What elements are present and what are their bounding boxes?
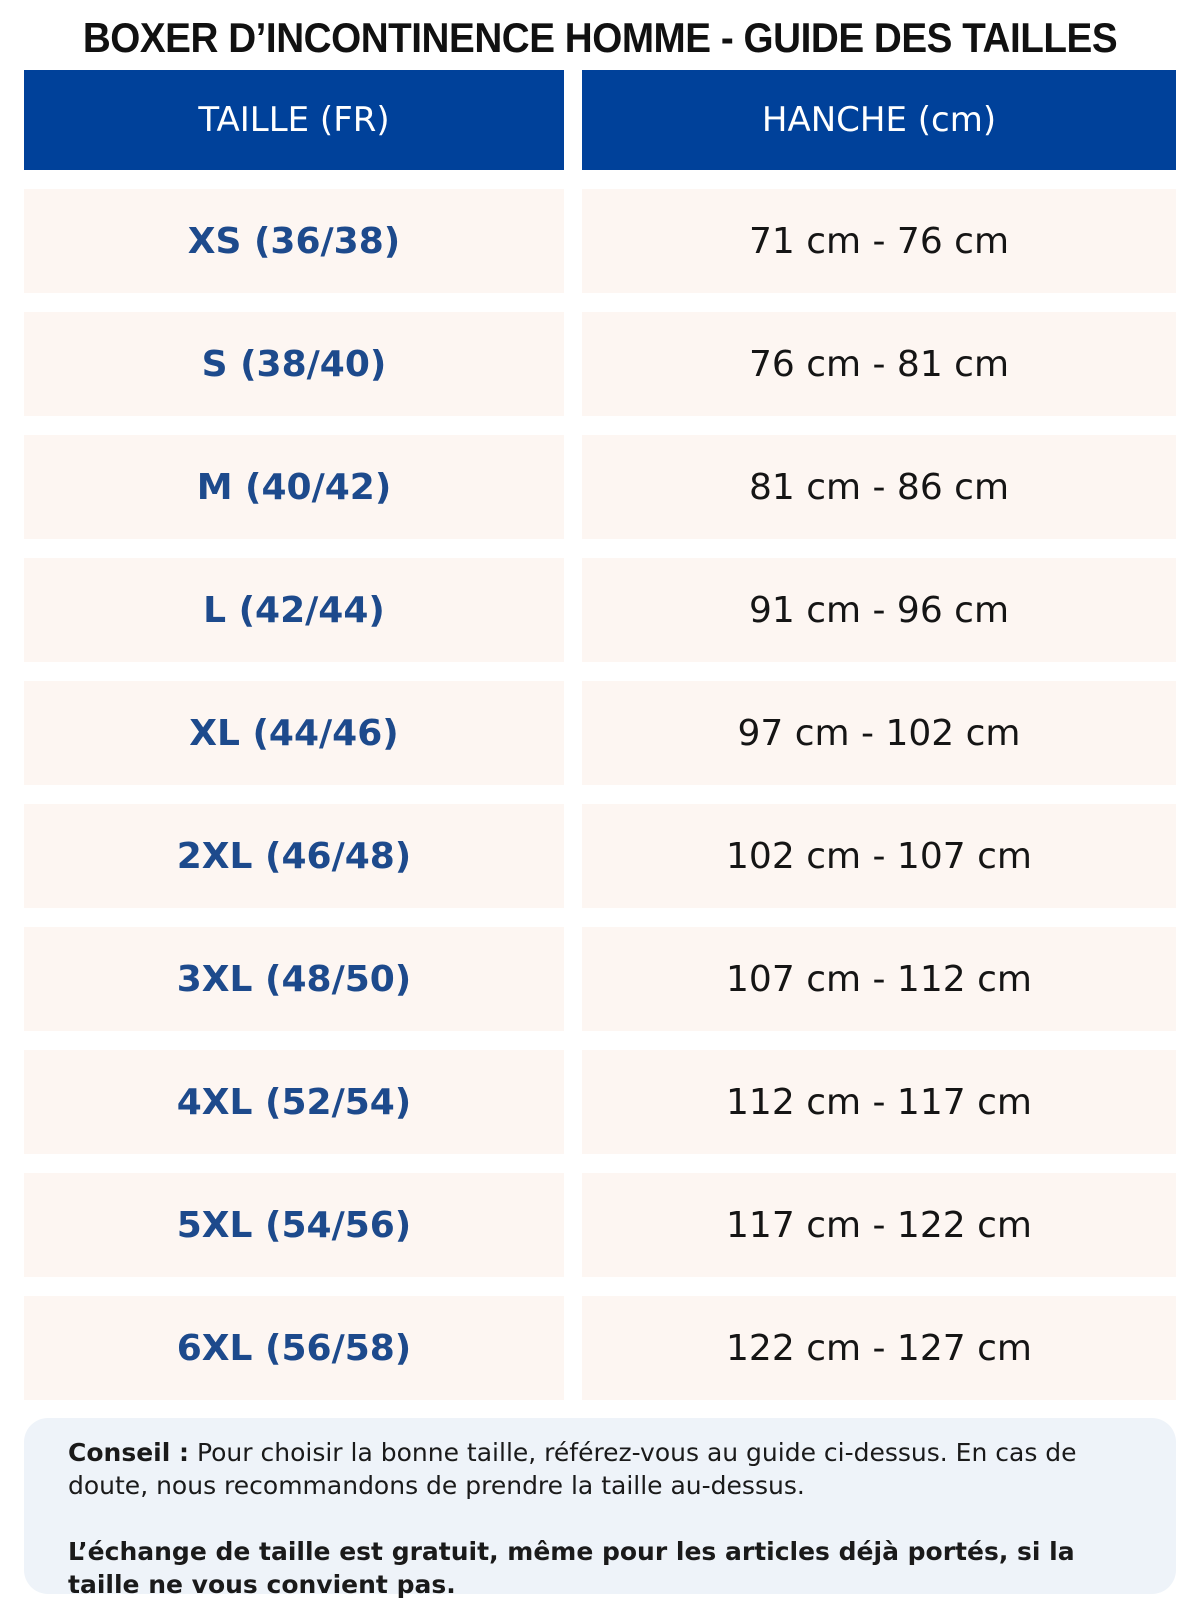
- advice-text: Pour choisir la bonne taille, référez-vo…: [68, 1438, 1077, 1500]
- advice-box: Conseil : Pour choisir la bonne taille, …: [24, 1418, 1176, 1599]
- exchange-note: L’échange de taille est gratuit, même po…: [68, 1535, 1132, 1601]
- hip-cell: 81 cm - 86 cm: [582, 435, 1176, 539]
- size-cell: 5XL (54/56): [24, 1173, 564, 1277]
- hip-cell: 102 cm - 107 cm: [582, 804, 1176, 908]
- size-cell: M (40/42): [24, 435, 564, 539]
- hip-cell: 76 cm - 81 cm: [582, 312, 1176, 416]
- size-cell: L (42/44): [24, 558, 564, 662]
- size-cell: 4XL (52/54): [24, 1050, 564, 1154]
- size-cell: XS (36/38): [24, 189, 564, 293]
- hip-cell: 71 cm - 76 cm: [582, 189, 1176, 293]
- hip-cell: 122 cm - 127 cm: [582, 1296, 1176, 1400]
- size-cell: 2XL (46/48): [24, 804, 564, 908]
- hip-cell: 112 cm - 117 cm: [582, 1050, 1176, 1154]
- size-cell: S (38/40): [24, 312, 564, 416]
- column-header: TAILLE (FR): [24, 70, 564, 170]
- hip-cell: 97 cm - 102 cm: [582, 681, 1176, 785]
- size-cell: XL (44/46): [24, 681, 564, 785]
- exchange-text: L’échange de taille est gratuit, même po…: [68, 1537, 1075, 1599]
- size-cell: 6XL (56/58): [24, 1296, 564, 1400]
- size-cell: 3XL (48/50): [24, 927, 564, 1031]
- advice: Conseil : Pour choisir la bonne taille, …: [68, 1436, 1132, 1502]
- hip-cell: 107 cm - 112 cm: [582, 927, 1176, 1031]
- column-header: HANCHE (cm): [582, 70, 1176, 170]
- advice-label: Conseil :: [68, 1438, 189, 1467]
- title: BOXER D’INCONTINENCE HOMME - GUIDE DES T…: [82, 14, 1118, 61]
- hip-cell: 117 cm - 122 cm: [582, 1173, 1176, 1277]
- hip-cell: 91 cm - 96 cm: [582, 558, 1176, 662]
